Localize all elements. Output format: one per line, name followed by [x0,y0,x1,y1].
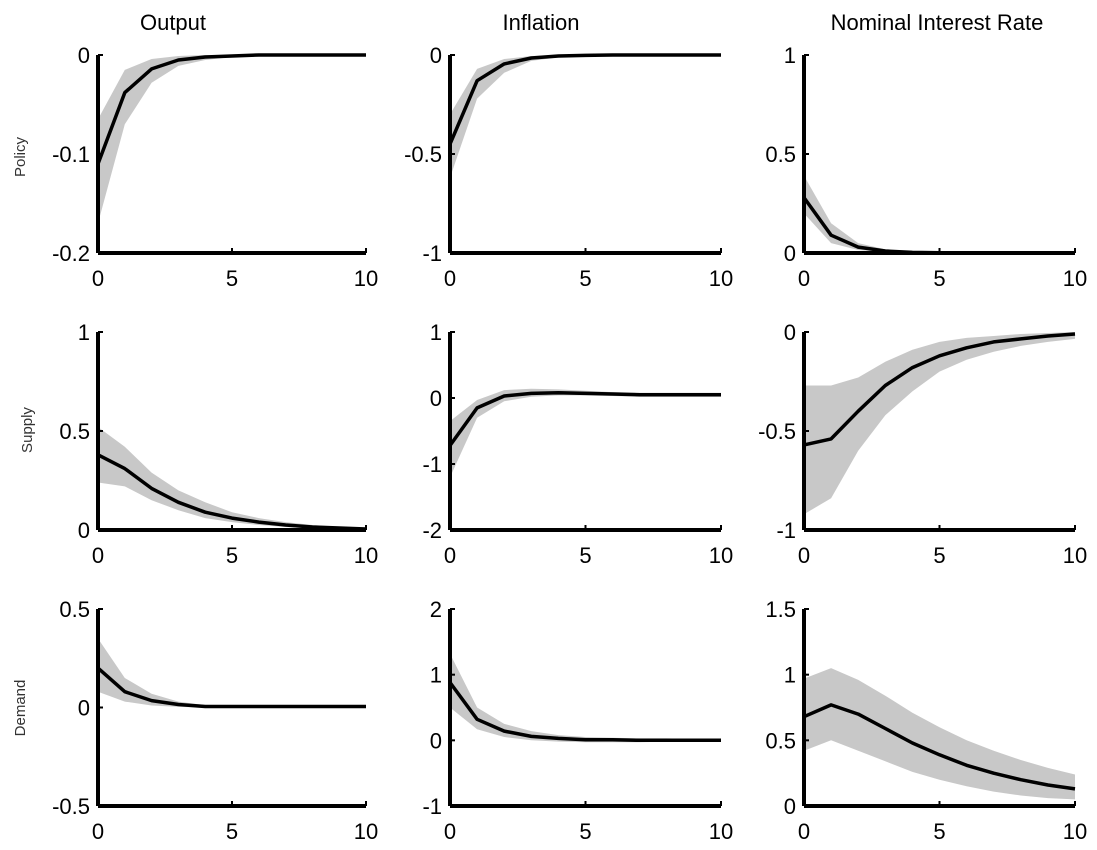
median-line-supply-output [97,453,367,531]
confidence-band-demand-nominal-interest-rate [804,668,1075,800]
confidence-band-policy-output [98,55,366,224]
y-tick-label-supply-output: 0.5 [59,419,90,444]
y-tick-label-policy-output: 0 [78,43,90,68]
confidence-band-supply-nominal-interest-rate [804,332,1075,515]
median-line-demand-inflation [448,681,721,743]
x-tick-label-policy-nominal-interest-rate: 10 [1063,266,1087,291]
panel-policy-output: -0.2 -0.1 0 0 5 10 [52,43,378,291]
y-tick-label-supply-inflation: -1 [422,452,442,477]
confidence-band-supply-output [98,427,366,530]
y-tick-label-demand-inflation: 1 [430,663,442,688]
x-tick-label-supply-nominal-interest-rate: 5 [933,543,945,568]
y-tick-label-demand-output: -0.5 [52,794,90,819]
panel-demand-output: -0.500.50 5 10 [52,597,378,844]
panel-supply-nominal-interest-rate: -1 -0.5 0 0 5 10 [758,320,1087,568]
x-tick-label-demand-nominal-interest-rate: 0 [798,819,810,844]
x-tick-label-demand-output: 5 [226,819,238,844]
y-tick-label-policy-nominal-interest-rate: 0.5 [765,142,796,167]
y-tick-label-demand-nominal-interest-rate: 1 [784,663,796,688]
x-tick-label-supply-inflation: 0 [444,543,456,568]
panel-policy-inflation: -1 -0.5 0 0 5 10 [404,43,733,291]
x-tick-label-demand-output: 0 [92,819,104,844]
y-tick-label-supply-output: 1 [78,320,90,345]
median-line-policy-inflation [448,53,721,145]
column-title-inflation: Inflation [502,10,579,35]
x-tick-label-demand-output: 10 [354,819,378,844]
x-tick-label-supply-inflation: 10 [709,543,733,568]
y-tick-label-demand-nominal-interest-rate: 0 [784,794,796,819]
x-tick-label-policy-nominal-interest-rate: 0 [798,266,810,291]
column-title-output: Output [140,10,206,35]
row-label-demand: Demand [12,680,29,737]
x-tick-label-demand-inflation: 5 [579,819,591,844]
confidence-band-demand-inflation [450,653,721,743]
x-tick-label-policy-nominal-interest-rate: 5 [933,266,945,291]
y-tick-label-policy-inflation: -0.5 [404,142,442,167]
x-tick-label-demand-inflation: 10 [709,819,733,844]
x-tick-label-policy-output: 5 [226,266,238,291]
y-tick-label-demand-inflation: 2 [430,597,442,622]
y-tick-label-supply-nominal-interest-rate: 0 [784,320,796,345]
confidence-band-demand-output [98,638,366,708]
y-tick-label-policy-nominal-interest-rate: 1 [784,43,796,68]
x-tick-label-policy-output: 0 [92,266,104,291]
row-label-supply: Supply [19,407,36,453]
x-tick-label-policy-output: 10 [354,266,378,291]
y-tick-label-supply-nominal-interest-rate: -0.5 [758,419,796,444]
median-line-supply-nominal-interest-rate [803,332,1076,447]
panel-policy-nominal-interest-rate: 00.510 5 10 [765,43,1087,291]
y-tick-label-supply-inflation: 0 [430,386,442,411]
x-tick-label-policy-inflation: 0 [444,266,456,291]
y-tick-label-supply-output: 0 [78,518,90,543]
x-tick-label-supply-nominal-interest-rate: 0 [798,543,810,568]
y-tick-label-supply-inflation: 1 [430,320,442,345]
y-tick-label-policy-output: -0.1 [52,142,90,167]
panel-demand-nominal-interest-rate: 0 0.5 1 1.5 0 5 10 [765,597,1087,844]
y-tick-label-policy-output: -0.2 [52,241,90,266]
y-tick-label-demand-nominal-interest-rate: 1.5 [765,597,796,622]
y-tick-label-demand-nominal-interest-rate: 0.5 [765,728,796,753]
x-tick-label-supply-inflation: 5 [579,543,591,568]
y-tick-label-demand-inflation: -1 [422,794,442,819]
median-line-supply-inflation [448,390,721,447]
x-tick-label-policy-inflation: 10 [709,266,733,291]
x-tick-label-demand-nominal-interest-rate: 5 [933,819,945,844]
y-tick-label-demand-output: 0 [78,696,90,721]
median-line-demand-output [96,666,366,709]
x-tick-label-demand-nominal-interest-rate: 10 [1063,819,1087,844]
panel-supply-output: 00.510 5 10 [59,320,378,568]
x-tick-label-supply-output: 5 [226,543,238,568]
x-tick-label-supply-output: 0 [92,543,104,568]
x-tick-label-supply-output: 10 [354,543,378,568]
median-line-policy-output [96,53,366,165]
row-label-policy: Policy [12,136,29,177]
column-title-nominal-interest-rate: Nominal Interest Rate [831,10,1044,35]
y-tick-label-policy-inflation: -1 [422,241,442,266]
y-tick-label-supply-nominal-interest-rate: -1 [776,518,796,543]
y-tick-label-policy-inflation: 0 [430,43,442,68]
median-line-demand-nominal-interest-rate [803,703,1076,791]
y-tick-label-demand-output: 0.5 [59,597,90,622]
y-tick-label-supply-inflation: -2 [422,518,442,543]
x-tick-label-demand-inflation: 0 [444,819,456,844]
y-tick-label-policy-nominal-interest-rate: 0 [784,241,796,266]
x-tick-label-supply-nominal-interest-rate: 10 [1063,543,1087,568]
x-tick-label-policy-inflation: 5 [579,266,591,291]
y-tick-label-demand-inflation: 0 [430,728,442,753]
